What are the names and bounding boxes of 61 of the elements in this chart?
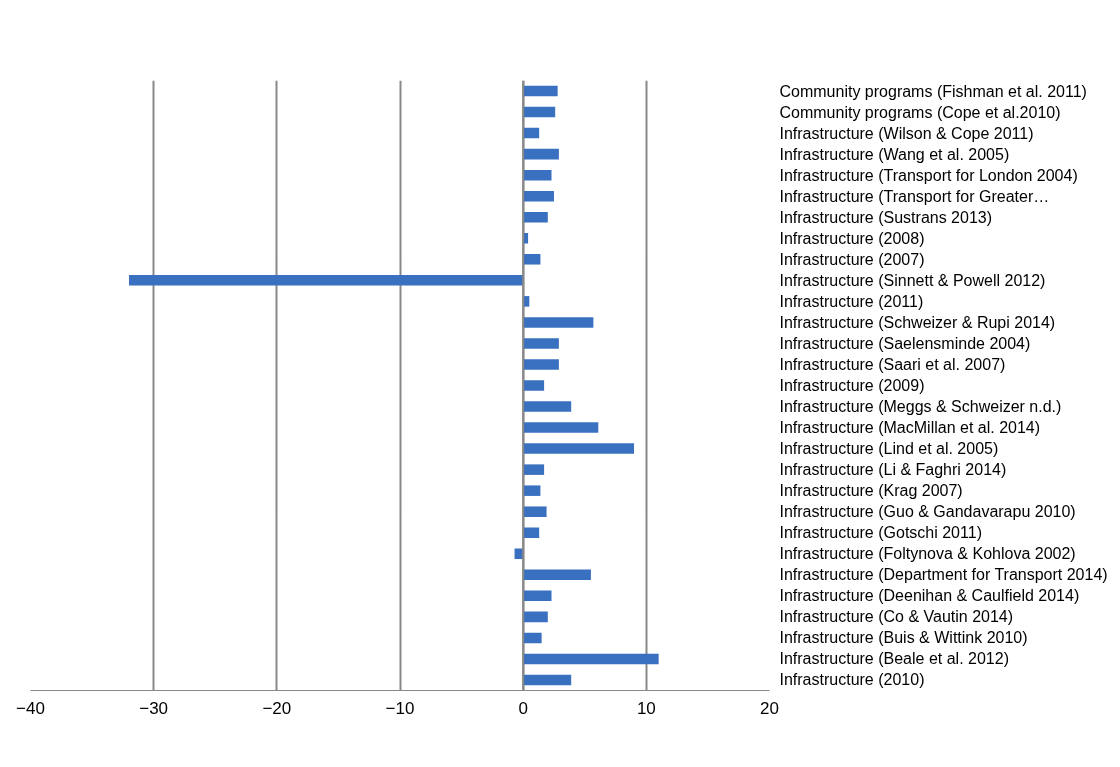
y-tick-label: Community programs (Fishman et al. 2011) — [779, 82, 1087, 100]
y-tick-label: Infrastructure (2009) — [779, 377, 925, 394]
bar — [523, 401, 572, 412]
y-tick-label: Infrastructure (Beale et al. 2012) — [779, 650, 1009, 668]
bar — [523, 211, 548, 223]
y-tick-label: Community programs (Cope et al.2010) — [779, 103, 1061, 121]
y-tick-label: Infrastructure (Buis & Wittink 2010) — [779, 629, 1028, 647]
bar — [523, 527, 540, 538]
x-tick-label: −20 — [262, 698, 292, 718]
bar — [523, 590, 552, 602]
bar — [523, 569, 591, 581]
y-tick-label: Infrastructure (Lind et al. 2005) — [779, 440, 999, 458]
y-tick-label: Infrastructure (Saelensminde 2004) — [779, 334, 1031, 352]
y-tick-label: Infrastructure (Sinnett & Powell 2012) — [779, 271, 1046, 289]
y-tick-label: Infrastructure (Sustrans 2013) — [779, 208, 993, 226]
y-tick-label: Infrastructure (2008) — [779, 229, 925, 247]
y-tick-label: Infrastructure (Meggs & Schweizer n.d.) — [779, 398, 1062, 416]
bar — [523, 653, 659, 665]
y-tick-label: Infrastructure (Foltynova & Kohlova 2002) — [779, 545, 1076, 563]
x-tick-label: 0 — [518, 698, 528, 718]
bar — [523, 380, 545, 391]
y-tick-label: Infrastructure (Transport for London 2004) — [779, 166, 1078, 184]
bar — [523, 148, 559, 160]
bar — [523, 632, 542, 644]
x-tick-label: −30 — [139, 698, 169, 718]
y-tick-label: Infrastructure (2010) — [779, 671, 925, 689]
y-tick-label: Infrastructure (Wilson & Cope 2011) — [779, 124, 1034, 142]
y-tick-label: Infrastructure (Wang et al. 2005) — [779, 145, 1010, 163]
y-tick-label: Infrastructure (Gotschi 2011) — [779, 524, 982, 542]
y-tick-label: Infrastructure (Department for Transport 2014) — [779, 566, 1108, 584]
y-tick-label: Infrastructure (Deenihan & Caulfield 2014) — [779, 587, 1080, 605]
bar — [523, 317, 594, 328]
bar — [523, 106, 556, 118]
y-tick-label: Infrastructure (2011) — [779, 292, 924, 310]
bar — [523, 485, 541, 496]
bar — [523, 611, 548, 623]
x-tick-label: −10 — [385, 698, 415, 718]
bar — [523, 359, 559, 370]
y-tick-label: Infrastructure (Guo & Gandavarapu 2010) — [779, 503, 1076, 521]
bar — [523, 422, 599, 433]
x-tick-label: −40 — [16, 698, 45, 718]
y-tick-label: Infrastructure (MacMillan et al. 2014) — [779, 419, 1041, 437]
bar — [523, 190, 554, 202]
bar — [523, 338, 559, 349]
y-tick-label: Infrastructure (Transport for Greater… — [779, 187, 1050, 205]
x-tick-label: 10 — [636, 698, 656, 718]
bar — [523, 464, 545, 475]
y-tick-label: Infrastructure (Co & Vautin 2014) — [779, 608, 1014, 626]
y-tick-label: Infrastructure (2007) — [779, 250, 925, 268]
y-tick-label: Infrastructure (Schweizer & Rupi 2014) — [779, 313, 1056, 331]
bar — [523, 169, 552, 181]
bar — [129, 275, 524, 286]
x-tick-label: 20 — [760, 698, 779, 718]
y-tick-label: Infrastructure (Saari et al. 2007) — [779, 355, 1006, 373]
bar — [523, 85, 558, 97]
bar — [523, 674, 572, 686]
bar — [523, 254, 541, 265]
y-tick-label: Infrastructure (Li & Faghri 2014) — [779, 461, 1007, 479]
bar — [523, 506, 547, 517]
bar — [523, 443, 635, 454]
y-tick-label: Infrastructure (Krag 2007) — [779, 482, 963, 500]
